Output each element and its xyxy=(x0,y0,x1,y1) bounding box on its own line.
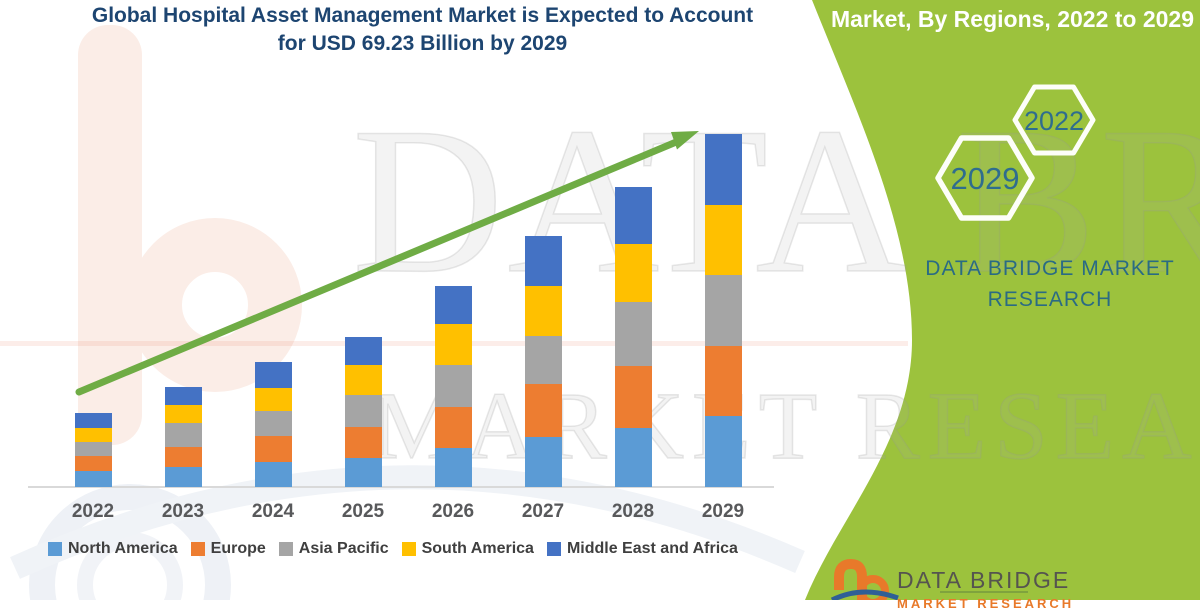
logo-b-stem xyxy=(834,558,867,600)
watermark-ring-outer xyxy=(29,484,231,600)
page-title-line1: Global Hospital Asset Management Market … xyxy=(91,4,754,27)
bar-2022-north-america xyxy=(74,471,112,487)
legend-label: North America xyxy=(68,540,178,557)
bar-2022-south-america xyxy=(74,427,112,442)
x-label-2028: 2028 xyxy=(611,501,655,522)
chart-legend: North America Europe Asia Pacific South Ame… xyxy=(48,540,738,558)
x-label-2027: 2027 xyxy=(521,501,565,522)
legend-item-asia-pacific: Asia Pacific xyxy=(278,540,389,558)
bar-2024-south-america xyxy=(254,388,292,411)
bar-2023 xyxy=(164,387,202,487)
x-label-2022: 2022 xyxy=(71,501,115,522)
footer-sub-text: MARKET RESEARCH xyxy=(897,596,1075,611)
bar-2022-europe xyxy=(74,456,112,472)
legend-swatch xyxy=(401,542,416,556)
bar-2024-middle-east-and-africa xyxy=(254,361,292,389)
bar-2024 xyxy=(254,361,292,487)
legend-swatch xyxy=(278,542,293,556)
bar-2023-south-america xyxy=(164,404,202,423)
legend-item-europe: Europe xyxy=(190,540,266,558)
legend-label: South America xyxy=(421,540,534,557)
watermark-text-market-research: MARKET RESEARCH xyxy=(371,372,1200,479)
logo-swoosh xyxy=(830,589,899,600)
legend-swatch xyxy=(546,542,561,556)
bar-2022-asia-pacific xyxy=(74,441,112,457)
footer-brand-underline xyxy=(940,591,1028,593)
bar-2024-asia-pacific xyxy=(254,410,292,436)
watermark-b-stem xyxy=(78,25,142,445)
watermark-swoosh xyxy=(10,465,805,579)
page-title: Global Hospital Asset Management Market … xyxy=(25,2,820,58)
legend-swatch xyxy=(190,542,205,556)
legend-label: Asia Pacific xyxy=(298,540,389,557)
x-label-2025: 2025 xyxy=(341,501,385,522)
watermark-ring-inner xyxy=(77,532,183,600)
bar-2023-asia-pacific xyxy=(164,422,202,447)
watermark-text-data-bridge: DATA BRIDGE xyxy=(351,85,1200,317)
x-label-2026: 2026 xyxy=(431,501,475,522)
x-label-2029: 2029 xyxy=(701,501,745,522)
x-label-2024: 2024 xyxy=(251,501,295,522)
legend-item-north-america: North America xyxy=(48,540,178,558)
legend-item-south-america: South America xyxy=(401,540,534,558)
logo-b-bowl xyxy=(857,575,889,600)
bar-2024-north-america xyxy=(254,461,292,487)
legend-label: Europe xyxy=(210,540,266,557)
bar-2023-north-america xyxy=(164,467,202,487)
bar-2022-middle-east-and-africa xyxy=(74,413,112,428)
watermark-pink-line xyxy=(0,341,908,346)
footer-brand-text: DATA BRIDGE xyxy=(897,567,1071,593)
legend-item-middle-east-and-africa: Middle East and Africa xyxy=(546,540,738,558)
bar-2022 xyxy=(74,413,112,487)
side-panel-heading: Market, By Regions, 2022 to 2029 xyxy=(830,6,1195,32)
watermark-b-bowl xyxy=(128,218,302,392)
bar-2023-europe xyxy=(164,446,202,468)
bar-2023-middle-east-and-africa xyxy=(164,387,202,405)
x-axis-line xyxy=(28,486,774,488)
legend-label: Middle East and Africa xyxy=(566,540,738,557)
x-label-2023: 2023 xyxy=(161,501,205,522)
legend-swatch xyxy=(48,542,62,556)
bar-2024-europe xyxy=(254,435,292,462)
page-title-line2: for USD 69.23 Billion by 2029 xyxy=(277,32,568,55)
